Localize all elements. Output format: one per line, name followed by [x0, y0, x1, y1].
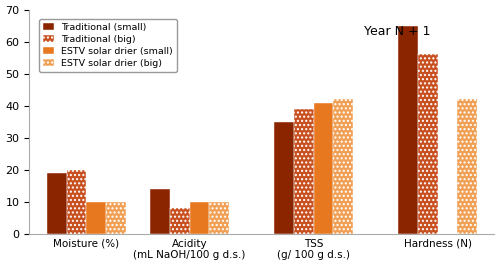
- Text: Year N + 1: Year N + 1: [364, 25, 430, 38]
- Legend: Traditional (small), Traditional (big), ESTV solar drier (small), ESTV solar dri: Traditional (small), Traditional (big), …: [39, 19, 177, 72]
- Bar: [398, 26, 418, 234]
- Bar: [294, 109, 314, 234]
- Bar: [86, 202, 106, 234]
- Bar: [418, 55, 438, 234]
- Bar: [457, 99, 477, 234]
- Bar: [274, 122, 294, 234]
- Bar: [170, 208, 190, 234]
- Bar: [314, 102, 333, 234]
- Bar: [209, 202, 229, 234]
- Bar: [333, 99, 353, 234]
- Bar: [106, 202, 126, 234]
- Bar: [190, 202, 209, 234]
- Bar: [66, 170, 86, 234]
- Bar: [47, 173, 66, 234]
- Bar: [150, 189, 170, 234]
